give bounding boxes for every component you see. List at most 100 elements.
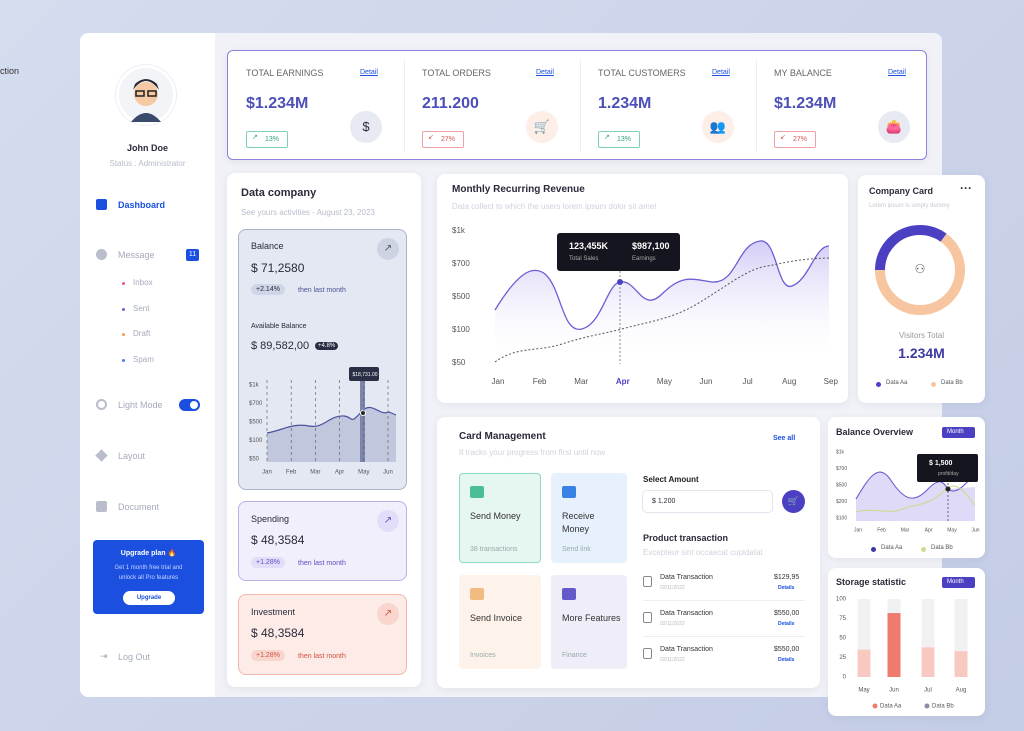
tile-title: Send Invoice [470, 613, 523, 623]
detail-link[interactable]: Detail [360, 69, 378, 76]
icon: 👥 [702, 111, 734, 143]
icon: 👛 [878, 111, 910, 143]
stat-label: MY BALANCE [774, 68, 832, 78]
bar [887, 613, 901, 677]
area [856, 472, 975, 521]
y-tick-label: $100 [452, 325, 470, 334]
period[interactable]: Month [942, 577, 975, 588]
label: Visitors Total [898, 331, 945, 340]
tile-icon [562, 588, 576, 600]
y-tick-label: $1k [452, 226, 466, 235]
divider [756, 59, 757, 151]
stat-change: 27% [422, 131, 465, 148]
value: $ 48,3584 [251, 626, 305, 640]
y-tick-label: 75 [839, 616, 846, 622]
tile-sub: Send link [562, 546, 591, 553]
detail-link[interactable]: Detail [888, 69, 906, 76]
divider [404, 59, 405, 151]
storage-card: Storage statistic Month 0 25 50 75 100 May Jun… [828, 568, 985, 716]
icon [96, 249, 107, 260]
avatar [116, 65, 176, 125]
tile-icon [562, 486, 576, 498]
nav-item[interactable]: Layout [118, 451, 146, 461]
legend-label: Data Aa [881, 545, 903, 551]
note: then last month [298, 653, 346, 660]
period[interactable]: Month [942, 427, 975, 438]
x-tick-label: Aug [782, 377, 796, 386]
tooltip [557, 233, 680, 271]
amount-input[interactable]: $ 1.200 [642, 490, 773, 513]
tile[interactable]: Send Money 38 transactions [459, 473, 541, 563]
area [495, 240, 829, 364]
stats-strip: TOTAL EARNINGS Detail $1.234M 13% ↗ $ TOTAL OR… [227, 50, 927, 160]
line [266, 406, 397, 434]
cut-text: ction [0, 66, 20, 76]
see-all[interactable]: See all [773, 435, 796, 442]
visitors: 1.234M [898, 345, 945, 361]
tx-date: 02/11/2022 [660, 657, 685, 663]
nav-item[interactable]: Message [118, 250, 155, 260]
tx-link[interactable]: Details [778, 657, 795, 663]
y-tick-label: 0 [843, 675, 847, 681]
tx-link[interactable]: Details [778, 621, 795, 627]
arrow-button[interactable]: ↗ [377, 238, 399, 260]
upgrade-title: Upgrade plan 🔥 [120, 550, 177, 557]
toggle[interactable] [179, 399, 200, 411]
x-tick-label: Apr [616, 377, 630, 386]
detail-link[interactable]: Detail [712, 69, 730, 76]
card-title: Storage statistic [836, 577, 907, 587]
cart-button[interactable]: 🛒 [782, 490, 805, 513]
tooltip-label: Total Sales [569, 256, 599, 262]
y-tick-label: $1k [836, 449, 845, 455]
y-tick-label: $100 [249, 438, 263, 444]
nav-item[interactable]: Document [118, 502, 160, 512]
legend-label: Data Bb [931, 545, 953, 551]
value: $ 89,582,00 [251, 340, 310, 352]
tx-date: 02/11/2022 [660, 585, 685, 591]
y-tick-label: $700 [836, 466, 847, 472]
card-subtitle: Data collect to which the users lorem ip… [452, 202, 657, 211]
tile[interactable]: Receive Money Send link [551, 473, 627, 563]
donut-segment [875, 225, 965, 315]
bar [857, 649, 871, 677]
storage-chart: 0 25 50 75 100 May Jun Jul Aug Data Aa Data Bb [836, 597, 968, 710]
x-tick-label: Mar [574, 377, 588, 386]
nav-item[interactable]: Log Out [118, 652, 151, 662]
tile[interactable]: More Features Finance [551, 575, 627, 669]
balance-chart: $1k $700 $500 $100 $50 Jan Feb Mar Apr May Jun [249, 367, 397, 476]
y-tick-label: 100 [836, 597, 847, 603]
tile[interactable]: Send Invoice Invoices [459, 575, 541, 669]
nav-subitem: Sent [133, 303, 150, 313]
change: +1.28% [251, 650, 285, 661]
card-title: Balance Overview [836, 427, 914, 437]
arrow-button[interactable]: ↗ [377, 603, 399, 625]
nav-item[interactable]: Light Mode [118, 400, 163, 410]
card-title: Card Management [459, 431, 546, 442]
nav-subitem: Draft [133, 329, 151, 338]
profile-status: Status : Administrator [109, 159, 186, 168]
x-tick-label: Jun [700, 377, 713, 386]
upgrade-text: Get 1 month free trial and unlock all Pr… [114, 565, 183, 581]
label: Product transaction [643, 533, 729, 543]
y-tick-label: $500 [249, 420, 263, 426]
tx-icon [643, 576, 652, 587]
upgrade-button[interactable]: Upgrade [123, 591, 175, 605]
tx-link[interactable]: Details [778, 585, 795, 591]
bo-chart: $1k $700 $500 $200 $100 Jan Feb Mar Apr May Jun [836, 449, 980, 533]
tx-amount: $550,00 [774, 610, 800, 617]
y-tick-label: 50 [839, 636, 846, 642]
arrow-button[interactable]: ↗ [377, 510, 399, 532]
tx-icon [643, 612, 652, 623]
legend-dot [931, 382, 936, 387]
icon [96, 199, 107, 210]
nav-item[interactable]: Dashboard [118, 200, 166, 210]
x-tick-label: Jul [924, 688, 932, 694]
menu[interactable]: ··· [960, 181, 972, 195]
y-tick-label: $1k [249, 383, 260, 389]
detail-link[interactable]: Detail [536, 69, 554, 76]
note: then last month [298, 287, 346, 294]
dot [122, 358, 125, 362]
area [267, 407, 396, 462]
label: Spending [251, 514, 290, 524]
y-tick-label: 25 [839, 655, 846, 661]
